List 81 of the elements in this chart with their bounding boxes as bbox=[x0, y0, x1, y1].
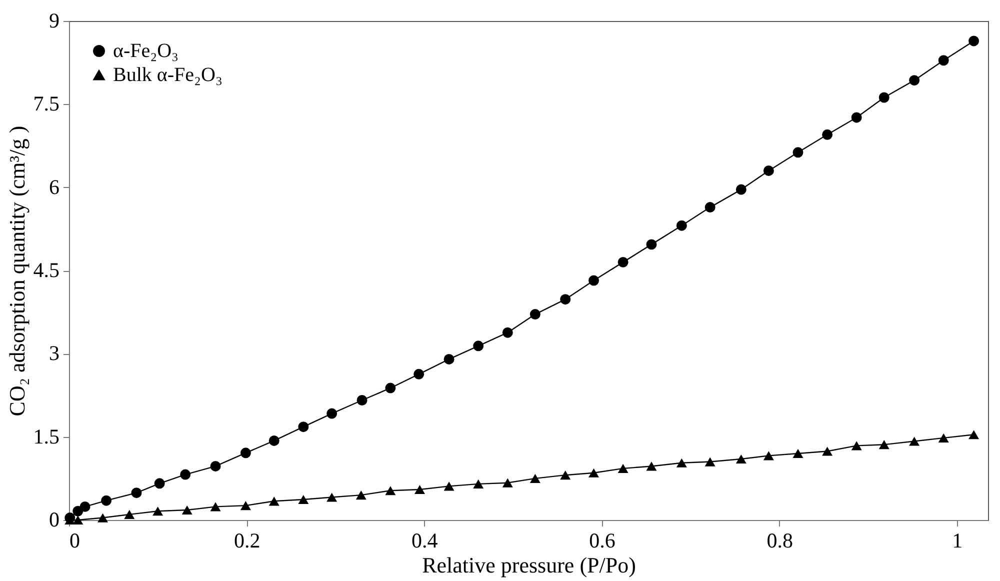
point bbox=[909, 75, 920, 86]
y-tick-label: 4.5 bbox=[33, 258, 60, 282]
point bbox=[444, 354, 454, 364]
point bbox=[704, 202, 716, 213]
y-tick-label: 0 bbox=[49, 508, 60, 532]
point bbox=[646, 239, 657, 250]
point bbox=[588, 275, 600, 286]
point bbox=[101, 495, 112, 506]
point bbox=[210, 502, 221, 512]
point bbox=[298, 494, 309, 504]
point bbox=[356, 395, 368, 406]
point bbox=[618, 464, 628, 473]
point bbox=[414, 484, 425, 494]
point bbox=[152, 506, 164, 516]
point bbox=[473, 479, 484, 488]
point bbox=[763, 165, 774, 176]
point bbox=[356, 490, 366, 500]
point bbox=[385, 486, 396, 496]
point bbox=[560, 470, 571, 480]
point bbox=[473, 340, 484, 352]
x-tick-label: 0 bbox=[70, 528, 80, 552]
point bbox=[326, 408, 338, 419]
point bbox=[210, 460, 221, 472]
x-tick-label: 0.6 bbox=[589, 528, 616, 552]
x-tick-label: 0.8 bbox=[766, 528, 793, 552]
y-tick-label: 7.5 bbox=[33, 92, 60, 116]
point bbox=[444, 482, 454, 491]
point bbox=[80, 501, 90, 512]
point bbox=[530, 309, 540, 320]
point bbox=[414, 368, 424, 380]
point bbox=[676, 458, 687, 468]
point bbox=[298, 422, 309, 432]
legend-label: Bulk α-Fe₂O₃ bbox=[113, 64, 222, 86]
point bbox=[822, 446, 833, 456]
point bbox=[851, 441, 862, 450]
point bbox=[736, 454, 746, 464]
x-tick-label: 1 bbox=[952, 528, 963, 552]
y-tick-label: 1.5 bbox=[33, 424, 60, 448]
x-tick-label: 0.4 bbox=[412, 528, 438, 552]
point bbox=[968, 36, 980, 46]
point bbox=[72, 515, 84, 525]
point bbox=[704, 457, 716, 466]
point bbox=[240, 501, 251, 510]
point bbox=[560, 294, 571, 305]
legend-label: α-Fe₂O₃ bbox=[113, 40, 179, 62]
point bbox=[792, 448, 804, 458]
point bbox=[676, 220, 687, 231]
x-axis-title: Relative pressure (P/Po) bbox=[422, 552, 636, 578]
point bbox=[154, 478, 165, 489]
point bbox=[909, 436, 920, 446]
point bbox=[131, 488, 142, 498]
x-tick-label: 0.2 bbox=[234, 528, 260, 552]
point bbox=[968, 430, 980, 440]
point bbox=[878, 440, 890, 450]
point bbox=[530, 474, 540, 483]
point bbox=[878, 92, 890, 103]
point bbox=[124, 510, 135, 519]
point bbox=[97, 513, 108, 522]
y-tick-label: 6 bbox=[49, 174, 60, 199]
point bbox=[618, 256, 628, 268]
y-tick-label: 9 bbox=[49, 8, 60, 32]
point bbox=[822, 129, 833, 140]
point bbox=[182, 505, 192, 515]
point bbox=[502, 327, 513, 338]
point bbox=[736, 184, 746, 195]
point bbox=[763, 451, 774, 460]
y-axis-title: CO₂ adsorption quantity (cm³/g ) bbox=[4, 126, 30, 416]
point bbox=[180, 469, 191, 480]
point bbox=[268, 435, 280, 446]
point bbox=[588, 468, 600, 478]
point bbox=[938, 55, 949, 66]
point bbox=[851, 112, 862, 123]
y-tick-label: 3 bbox=[49, 341, 60, 366]
point bbox=[268, 496, 280, 506]
point bbox=[792, 147, 804, 158]
point bbox=[385, 382, 396, 394]
point bbox=[326, 492, 338, 502]
point bbox=[646, 462, 657, 471]
point bbox=[938, 433, 949, 442]
point bbox=[502, 478, 513, 488]
point bbox=[240, 448, 251, 458]
